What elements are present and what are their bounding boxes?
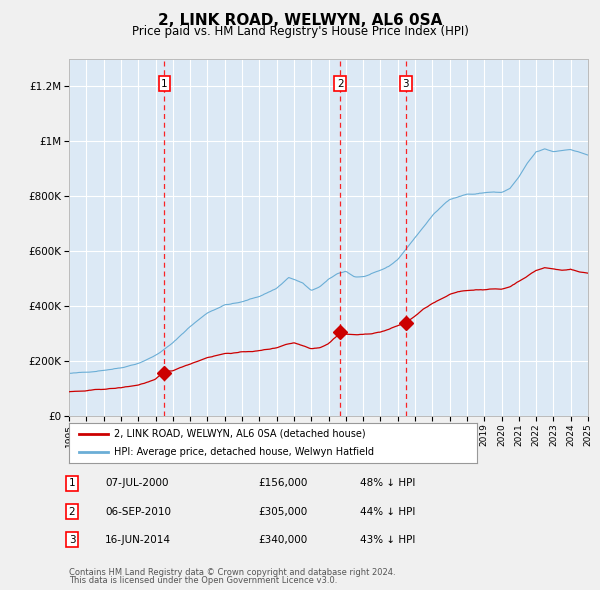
Text: Price paid vs. HM Land Registry's House Price Index (HPI): Price paid vs. HM Land Registry's House … [131, 25, 469, 38]
Text: 06-SEP-2010: 06-SEP-2010 [105, 507, 171, 516]
Text: 07-JUL-2000: 07-JUL-2000 [105, 478, 169, 488]
Text: 48% ↓ HPI: 48% ↓ HPI [360, 478, 415, 488]
Text: 1: 1 [68, 478, 76, 488]
Text: 2, LINK ROAD, WELWYN, AL6 0SA: 2, LINK ROAD, WELWYN, AL6 0SA [158, 13, 442, 28]
Text: 43% ↓ HPI: 43% ↓ HPI [360, 535, 415, 545]
Text: Contains HM Land Registry data © Crown copyright and database right 2024.: Contains HM Land Registry data © Crown c… [69, 568, 395, 577]
Text: 3: 3 [403, 78, 409, 88]
Text: 44% ↓ HPI: 44% ↓ HPI [360, 507, 415, 516]
Text: £340,000: £340,000 [258, 535, 307, 545]
Text: 2: 2 [68, 507, 76, 516]
Text: 2: 2 [337, 78, 344, 88]
Text: This data is licensed under the Open Government Licence v3.0.: This data is licensed under the Open Gov… [69, 576, 337, 585]
Text: 16-JUN-2014: 16-JUN-2014 [105, 535, 171, 545]
Text: 2, LINK ROAD, WELWYN, AL6 0SA (detached house): 2, LINK ROAD, WELWYN, AL6 0SA (detached … [114, 429, 365, 439]
Text: HPI: Average price, detached house, Welwyn Hatfield: HPI: Average price, detached house, Welw… [114, 447, 374, 457]
Text: £156,000: £156,000 [258, 478, 307, 488]
Text: 3: 3 [68, 535, 76, 545]
Text: £305,000: £305,000 [258, 507, 307, 516]
Text: 1: 1 [161, 78, 168, 88]
